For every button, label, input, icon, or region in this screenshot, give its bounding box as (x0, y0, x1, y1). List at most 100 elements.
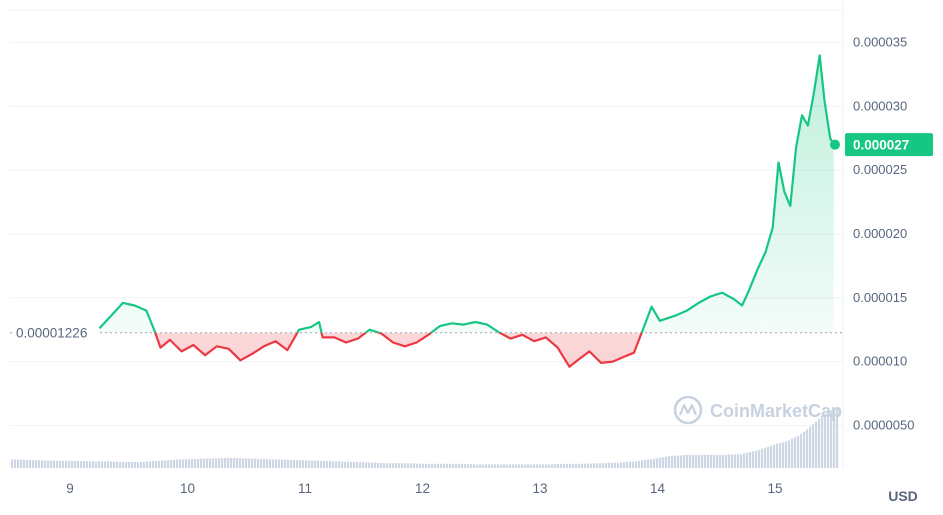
volume-bar (131, 462, 134, 468)
volume-bar (170, 460, 173, 468)
volume-bar (374, 462, 377, 468)
volume-bar (161, 460, 164, 468)
volume-bar (152, 461, 155, 468)
volume-bar (404, 463, 407, 468)
volume-bar (548, 464, 551, 468)
volume-bar (569, 463, 572, 468)
current-price-dot[interactable] (830, 139, 840, 150)
volume-bar (749, 452, 752, 468)
volume-bars (11, 408, 839, 468)
volume-bar (167, 460, 170, 468)
x-tick-label: 10 (180, 481, 195, 496)
volume-bar (413, 463, 416, 468)
volume-bar (350, 461, 353, 468)
volume-bar (575, 463, 578, 468)
volume-bar (638, 460, 641, 468)
volume-bar (185, 459, 188, 468)
volume-bar (794, 437, 797, 468)
volume-bar (764, 447, 767, 468)
volume-bar (701, 454, 704, 468)
baseline-label: 0.00001226 (12, 323, 98, 342)
volume-bar (671, 455, 674, 468)
volume-bar (782, 442, 785, 468)
volume-bar (815, 421, 818, 468)
volume-bar (692, 454, 695, 468)
volume-bar (620, 462, 623, 468)
volume-bar (44, 460, 47, 468)
volume-bar (257, 458, 260, 468)
y-tick-label: 0.0000050 (853, 417, 914, 432)
volume-bar (173, 459, 176, 468)
volume-bar (662, 457, 665, 468)
price-line-up[interactable] (98, 54, 835, 366)
volume-bar (614, 462, 617, 468)
volume-bar (440, 463, 443, 468)
volume-bar (227, 457, 230, 468)
volume-bar (134, 462, 137, 468)
volume-bar (137, 462, 140, 468)
volume-bar (311, 460, 314, 468)
volume-bar (608, 462, 611, 468)
volume-bar (20, 459, 23, 468)
volume-bar (305, 460, 308, 468)
volume-bar (218, 458, 221, 468)
y-tick-label: 0.000030 (853, 98, 907, 113)
volume-bar (725, 454, 728, 468)
current-price-tag[interactable]: 0.000027 (845, 133, 933, 157)
volume-bar (554, 464, 557, 468)
x-tick-label: 9 (66, 481, 74, 496)
volume-bar (497, 464, 500, 468)
price-line-down[interactable] (99, 55, 833, 368)
volume-bar (590, 463, 593, 468)
price-lines[interactable] (98, 54, 835, 368)
x-tick-label: 14 (650, 481, 666, 496)
volume-bar (107, 461, 110, 468)
volume-bar (803, 431, 806, 468)
volume-bar (485, 464, 488, 468)
volume-bar (743, 453, 746, 468)
volume-bar (89, 461, 92, 468)
area-down (99, 332, 834, 367)
baseline-label-text: 0.00001226 (16, 325, 87, 340)
volume-bar (713, 454, 716, 468)
volume-bar (320, 460, 323, 468)
volume-bar (443, 463, 446, 468)
volume-bar (500, 464, 503, 468)
y-tick-label: 0.000025 (853, 162, 907, 177)
volume-bar (110, 461, 113, 468)
volume-bar (602, 463, 605, 468)
chart-watermark: CoinMarketCap (673, 395, 842, 425)
volume-bar (347, 461, 350, 468)
volume-bar (536, 464, 539, 468)
volume-bar (158, 460, 161, 468)
volume-bar (683, 455, 686, 468)
volume-bar (437, 463, 440, 468)
volume-bar (356, 462, 359, 468)
volume-bar (599, 463, 602, 468)
volume-bar (422, 463, 425, 468)
currency-label[interactable]: USD (888, 488, 918, 504)
volume-bar (275, 459, 278, 468)
x-axis-ticks: 9 10 11 12 13 14 15 (66, 481, 782, 496)
volume-bar (479, 464, 482, 468)
volume-bar (299, 460, 302, 468)
volume-bar (194, 459, 197, 468)
x-tick-label: 12 (415, 481, 430, 496)
volume-bar (524, 464, 527, 468)
volume-bar (722, 454, 725, 468)
volume-bar (365, 462, 368, 468)
volume-bar (263, 459, 266, 468)
volume-bar (29, 460, 32, 468)
volume-bar (680, 455, 683, 468)
volume-bar (503, 464, 506, 468)
volume-bar (386, 463, 389, 468)
volume-bar (176, 459, 179, 468)
volume-bar (521, 464, 524, 468)
volume-bar (284, 459, 287, 468)
volume-bar (416, 463, 419, 468)
coinmarketcap-logo-mark (678, 403, 698, 416)
volume-bar (50, 460, 53, 468)
volume-bar (242, 458, 245, 468)
